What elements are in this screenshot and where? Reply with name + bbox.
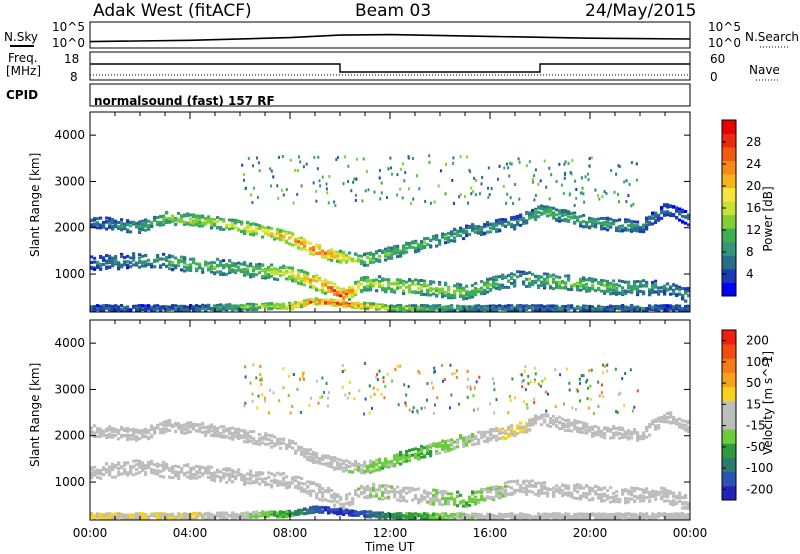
power-colorbar-swatch bbox=[722, 268, 736, 283]
velocity-colorbar-swatch bbox=[722, 330, 736, 345]
power-colorbar-swatch bbox=[722, 133, 736, 148]
velocity-colorbar-swatch bbox=[722, 372, 736, 388]
velocity-colorbar-swatch bbox=[722, 485, 736, 501]
power-colorbar-tick-label: 12 bbox=[746, 223, 761, 237]
velocity-heatmap-near-range bbox=[90, 505, 691, 521]
velocity-colorbar-swatch bbox=[722, 457, 736, 473]
cpid-mode: normalsound (fast) 157 RF bbox=[94, 94, 275, 108]
power-heatmap-ytick-label: 4000 bbox=[54, 128, 85, 142]
freq-tick-high: 18 bbox=[64, 52, 80, 66]
power-heatmap-lower-band bbox=[90, 252, 691, 304]
power-heatmap-near-range bbox=[90, 297, 691, 313]
power-colorbar-swatch bbox=[722, 201, 736, 216]
beam-title: Beam 03 bbox=[355, 1, 432, 21]
power-heatmap-ytick-label: 3000 bbox=[54, 174, 85, 188]
nave-tick-low: 0 bbox=[710, 70, 718, 84]
velocity-colorbar-swatch bbox=[722, 386, 736, 402]
velocity-heatmap-ytick-label: 2000 bbox=[54, 429, 85, 443]
power-heatmap-upper-band bbox=[90, 203, 691, 267]
power-heatmap-scatter bbox=[241, 154, 638, 208]
velocity-heatmap-ytick-label: 3000 bbox=[54, 382, 85, 396]
velocity-colorbar-swatch bbox=[722, 471, 736, 487]
velocity-colorbar-frame bbox=[721, 329, 737, 501]
velocity-colorbar-swatch bbox=[722, 443, 736, 458]
power-colorbar-swatch bbox=[722, 147, 736, 162]
nsky-series-line bbox=[89, 33, 691, 43]
power-colorbar-swatch bbox=[722, 120, 736, 134]
velocity-heatmap-scatter bbox=[243, 361, 639, 416]
power-colorbar-tick-label: 16 bbox=[746, 201, 761, 215]
freq-label: Freq. bbox=[8, 51, 38, 65]
velocity-colorbar-tick-label: 200 bbox=[746, 334, 769, 348]
velocity-colorbar-swatch bbox=[722, 358, 736, 373]
cpid-panel-frame bbox=[89, 83, 691, 107]
power-colorbar-swatch bbox=[722, 174, 736, 189]
date-title: 24/May/2015 bbox=[585, 1, 697, 21]
nave-tick-high: 60 bbox=[710, 52, 726, 66]
nsearch-tick-high: 10^5 bbox=[708, 20, 741, 34]
power-colorbar-swatch bbox=[722, 187, 736, 202]
power-colorbar-swatch bbox=[722, 228, 736, 243]
velocity-colorbar-tick-label: 15 bbox=[746, 397, 761, 411]
freq-unit-label: [MHz] bbox=[6, 64, 42, 78]
xaxis-tick-label: 00:00 bbox=[73, 526, 108, 540]
power-colorbar-swatch bbox=[722, 255, 736, 270]
station-title: Adak West (fitACF) bbox=[93, 1, 252, 21]
velocity-colorbar-swatch bbox=[722, 400, 736, 416]
freq-panel-frame bbox=[89, 51, 691, 81]
power-colorbar-swatch bbox=[722, 214, 736, 229]
xaxis-tick-label: 04:00 bbox=[173, 526, 208, 540]
velocity-colorbar-tick-label: -100 bbox=[746, 461, 773, 475]
xaxis-tick-label: 00:00 bbox=[673, 526, 708, 540]
velocity-colorbar-tick-label: -15 bbox=[746, 419, 766, 433]
power-colorbar-swatch bbox=[722, 160, 736, 175]
xaxis-tick-label: 08:00 bbox=[273, 526, 308, 540]
xaxis-label: Time UT bbox=[365, 540, 415, 554]
cpid-label: CPID bbox=[6, 88, 39, 102]
nave-label: Nave bbox=[749, 63, 780, 77]
power-colorbar-tick-label: 24 bbox=[746, 157, 761, 171]
velocity-colorbar-tick-label: 100 bbox=[746, 355, 769, 369]
xaxis-tick-label: 20:00 bbox=[573, 526, 608, 540]
power-heatmap-ytick-label: 2000 bbox=[54, 221, 85, 235]
velocity-colorbar-tick-label: -50 bbox=[746, 440, 766, 454]
velocity-colorbar-tick-label: -200 bbox=[746, 482, 773, 496]
freq-series-line bbox=[90, 63, 690, 73]
velocity-heatmap-ytick-label: 4000 bbox=[54, 336, 85, 350]
power-colorbar-tick-label: 4 bbox=[746, 267, 754, 281]
power-heatmap-ytick-label: 1000 bbox=[54, 267, 85, 281]
velocity-colorbar-tick-label: 50 bbox=[746, 376, 761, 390]
power-colorbar-tick-label: 20 bbox=[746, 179, 761, 193]
nsky-tick-low: 10^0 bbox=[52, 36, 85, 50]
power-colorbar-swatch bbox=[722, 282, 736, 297]
xaxis-tick-label: 12:00 bbox=[373, 526, 408, 540]
freq-tick-low: 8 bbox=[70, 70, 78, 84]
power-colorbar-tick-label: 8 bbox=[746, 245, 754, 259]
velocity-colorbar-swatch bbox=[722, 415, 736, 430]
nsearch-tick-low: 10^0 bbox=[708, 36, 741, 50]
velocity-heatmap-ytick-label: 1000 bbox=[54, 475, 85, 489]
velocity-colorbar-swatch bbox=[722, 344, 736, 359]
nsky-panel-frame bbox=[89, 21, 691, 49]
velocity-heatmap-lower-band bbox=[90, 459, 691, 513]
xaxis-tick-label: 16:00 bbox=[473, 526, 508, 540]
power-colorbar-tick-label: 28 bbox=[746, 135, 761, 149]
nsky-label: N.Sky bbox=[4, 30, 39, 44]
nsearch-label: N.Search bbox=[745, 30, 800, 44]
velocity-heatmap-upper-band bbox=[90, 411, 691, 475]
velocity-colorbar-swatch bbox=[722, 429, 736, 444]
power-colorbar-swatch bbox=[722, 241, 736, 256]
nsky-tick-high: 10^5 bbox=[52, 20, 85, 34]
